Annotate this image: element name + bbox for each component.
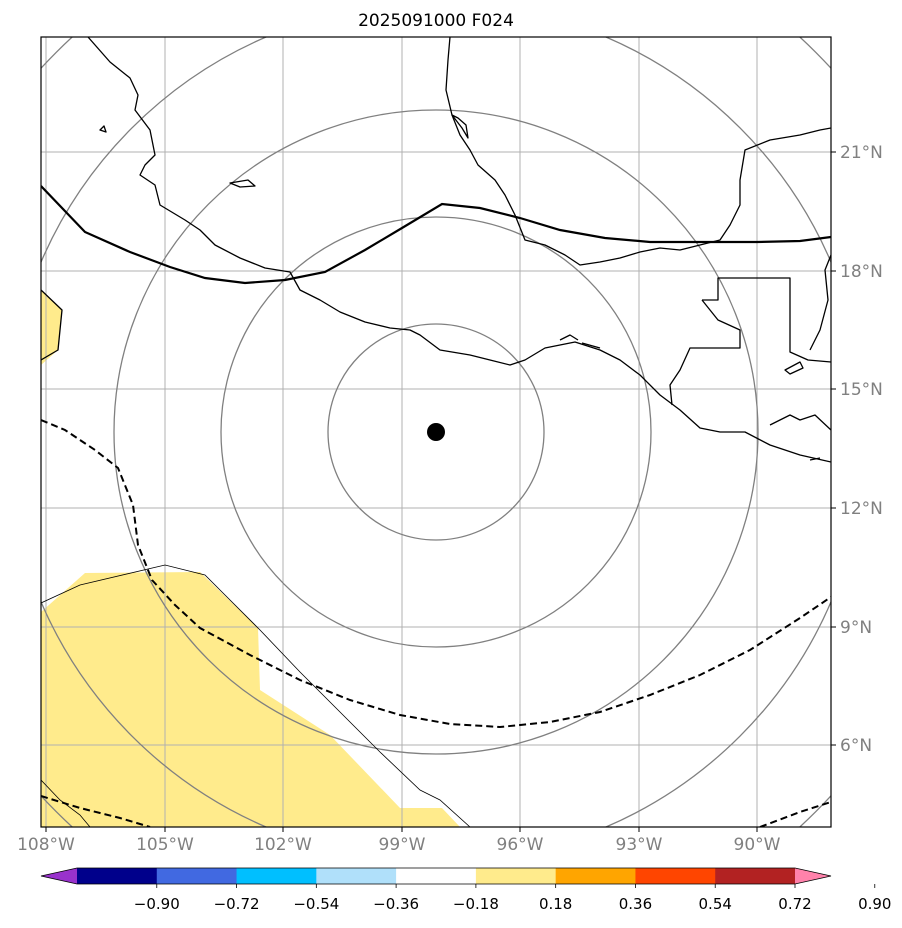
colorbar-tick-label: −0.72: [214, 895, 260, 913]
lon-ticks: [45, 827, 758, 832]
lon-label-99w: 99°W: [379, 835, 426, 855]
lon-label-105w: 105°W: [136, 835, 194, 855]
colorbar-segment: [396, 868, 477, 884]
lon-labels: 108°W 105°W 102°W 99°W 96°W 93°W 90°W: [17, 835, 781, 855]
colorbar-segment: [555, 868, 636, 884]
colorbar-tick-label: 0.72: [778, 895, 811, 913]
map-frame: [40, 36, 832, 828]
lat-ticks: [831, 151, 836, 746]
bold-track-line: [41, 185, 831, 285]
lon-label-108w: 108°W: [17, 835, 75, 855]
figure-title: 2025091000 F024: [358, 11, 514, 31]
dashed-contours: [41, 419, 831, 827]
contour-thin: [41, 564, 471, 827]
lat-label-15n: 15°N: [840, 380, 883, 400]
colorbar-tick-label: −0.18: [453, 895, 499, 913]
lat-label-21n: 21°N: [840, 143, 883, 163]
lon-label-96w: 96°W: [497, 835, 544, 855]
coastlines: [41, 37, 831, 463]
colorbar-segment: [156, 868, 238, 884]
lat-label-18n: 18°N: [840, 262, 883, 282]
colorbar-tick-label: 0.90: [858, 895, 891, 913]
lon-label-90w: 90°W: [734, 835, 781, 855]
colorbar-tick-label: −0.54: [293, 895, 339, 913]
colorbar-tick-label: 0.54: [699, 895, 732, 913]
lat-label-9n: 9°N: [840, 618, 872, 638]
graticule: [41, 37, 831, 827]
lon-label-93w: 93°W: [616, 835, 663, 855]
colorbar-segment: [475, 868, 557, 884]
colorbar-tick-label: 0.18: [539, 895, 572, 913]
colorbar-segment: [715, 868, 796, 884]
lat-labels: 21°N 18°N 15°N 12°N 9°N 6°N: [840, 143, 883, 756]
colorbar-segment: [236, 868, 317, 884]
colorbar-segment: [635, 868, 716, 884]
colorbar-extend-high: [795, 868, 831, 884]
storm-center-point: [427, 423, 445, 441]
lon-label-102w: 102°W: [254, 835, 312, 855]
colorbar-tick-label: 0.36: [619, 895, 652, 913]
colorbar-segment: [316, 868, 397, 884]
colorbar-outline: [40, 867, 832, 885]
lat-label-6n: 6°N: [840, 736, 872, 756]
anomaly-fill-southwest: [41, 572, 460, 827]
lat-label-12n: 12°N: [840, 499, 883, 519]
colorbar: −0.90 −0.72 −0.54 −0.36 −0.18 0.18 0.36 0.54 0.7…: [40, 867, 891, 913]
colorbar-tick-label: −0.90: [134, 895, 180, 913]
colorbar-extend-low: [41, 868, 77, 884]
colorbar-tick-label: −0.36: [373, 895, 419, 913]
colorbar-segment: [77, 868, 158, 884]
